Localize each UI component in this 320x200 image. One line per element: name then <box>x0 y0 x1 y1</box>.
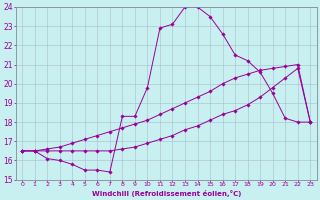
X-axis label: Windchill (Refroidissement éolien,°C): Windchill (Refroidissement éolien,°C) <box>92 190 241 197</box>
